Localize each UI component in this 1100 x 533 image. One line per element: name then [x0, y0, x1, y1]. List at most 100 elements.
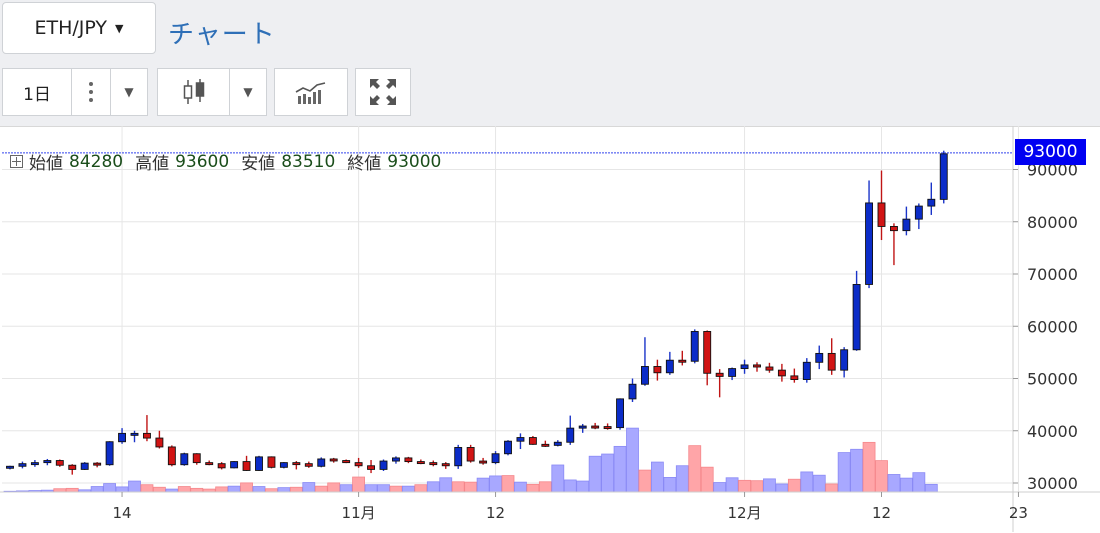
volume-bar: [887, 474, 901, 493]
price-chart[interactable]: 30000 40000 50000 60000 70000 80000 90000 14 11月…: [0, 126, 1100, 532]
volume-bar: [177, 486, 191, 493]
volume-bar: [426, 481, 440, 493]
volume-bar: [277, 487, 291, 493]
candle-body: [690, 331, 699, 362]
candle-body: [628, 383, 637, 400]
candle-body: [180, 453, 189, 466]
volume-bar: [638, 469, 652, 493]
volume-bar: [240, 482, 253, 493]
candle-body: [367, 465, 375, 470]
volume-bar: [90, 486, 104, 493]
candle-body: [466, 447, 475, 462]
candle-body: [279, 462, 288, 468]
indicators-icon: [295, 82, 326, 104]
period-button[interactable]: 1日: [2, 68, 72, 116]
chevron-down-icon: ▼: [124, 85, 134, 99]
y-tick-label: 50000: [1027, 370, 1078, 389]
volume-bar: [725, 477, 739, 493]
volume-bar: [763, 478, 776, 493]
volume-bar: [103, 483, 116, 493]
volume-bar: [862, 441, 876, 493]
low-value: 83510: [281, 151, 336, 172]
close-value: 93000: [387, 151, 442, 172]
volume-bar: [352, 476, 366, 493]
volume-bar: [451, 481, 465, 493]
candle-body: [815, 352, 824, 363]
volume-bar: [688, 445, 702, 493]
chart-type-button[interactable]: [157, 68, 230, 116]
candle-body: [392, 457, 400, 462]
candle-body: [790, 375, 799, 380]
high-label: 高値: [135, 154, 170, 174]
candle-body: [827, 352, 836, 371]
candle-body: [18, 463, 27, 467]
indicators-button[interactable]: [274, 68, 348, 116]
x-tick-label: 12: [486, 504, 505, 522]
volume-bar: [800, 471, 814, 493]
candle-body: [852, 283, 861, 351]
volume-bar: [900, 477, 913, 493]
volume-bar: [327, 482, 341, 493]
candle-body: [765, 366, 774, 371]
candle-body: [491, 453, 500, 464]
candle-body: [840, 349, 849, 371]
period-dropdown-button[interactable]: ▼: [111, 68, 148, 116]
volume-bar: [538, 481, 552, 493]
low-label: 安値: [241, 154, 276, 174]
candle-body: [43, 460, 52, 464]
candle-body: [155, 437, 164, 448]
y-tick-label: 30000: [1027, 474, 1078, 493]
more-vertical-icon: [89, 82, 93, 102]
candle-body: [105, 441, 114, 466]
y-tick-label: 90000: [1027, 161, 1078, 180]
page-title: チャート: [168, 20, 276, 50]
candle-body: [641, 366, 649, 385]
candle-body: [578, 425, 587, 429]
candle-body: [541, 443, 550, 447]
volume-bar: [825, 483, 839, 493]
candle-body: [441, 463, 450, 467]
candle-body: [865, 202, 873, 285]
fullscreen-button[interactable]: [355, 68, 411, 116]
period-options-button[interactable]: [72, 68, 111, 116]
volume-bar: [787, 478, 801, 493]
y-tick-label: 80000: [1027, 213, 1078, 232]
candle-body: [404, 457, 413, 463]
volume-bar: [713, 482, 727, 493]
pair-selector-button[interactable]: ETH/JPY ▼: [2, 2, 156, 54]
high-value: 93600: [175, 151, 230, 172]
ohlc-readout: 始値 84280 高値 93600 安値 83510 終値 93000: [10, 149, 447, 174]
candle-body: [516, 437, 525, 442]
candle-body: [304, 463, 313, 467]
volume-bar: [339, 484, 353, 493]
volume-bar: [526, 483, 540, 493]
period-label: 1日: [23, 84, 51, 105]
volume-bar: [700, 466, 714, 493]
volume-bar: [912, 472, 926, 493]
volume-bar: [601, 453, 614, 493]
candle-body: [603, 426, 612, 430]
candle-body: [740, 364, 749, 370]
expand-icon[interactable]: [10, 155, 23, 168]
chart-area[interactable]: [0, 126, 1100, 533]
volume-bar: [489, 475, 502, 493]
candle-body: [230, 461, 239, 469]
candle-body: [802, 361, 811, 380]
volume-bar: [389, 485, 403, 493]
candle-body: [267, 456, 276, 468]
volume-bar: [377, 484, 390, 493]
candle-body: [566, 427, 575, 443]
candle-body: [255, 456, 263, 471]
volume-bar: [563, 479, 577, 493]
chevron-down-icon: ▼: [243, 85, 253, 99]
chart-type-dropdown-button[interactable]: ▼: [230, 68, 267, 116]
chevron-down-icon: ▼: [115, 21, 124, 35]
volume-bar: [140, 484, 154, 493]
open-value: 84280: [69, 151, 124, 172]
volume-bar: [115, 486, 129, 493]
candle-body: [68, 464, 77, 470]
candle-body: [653, 366, 662, 374]
candle-body: [553, 441, 562, 446]
candlestick-icon: [183, 79, 204, 104]
pair-label: ETH/JPY: [34, 17, 108, 39]
